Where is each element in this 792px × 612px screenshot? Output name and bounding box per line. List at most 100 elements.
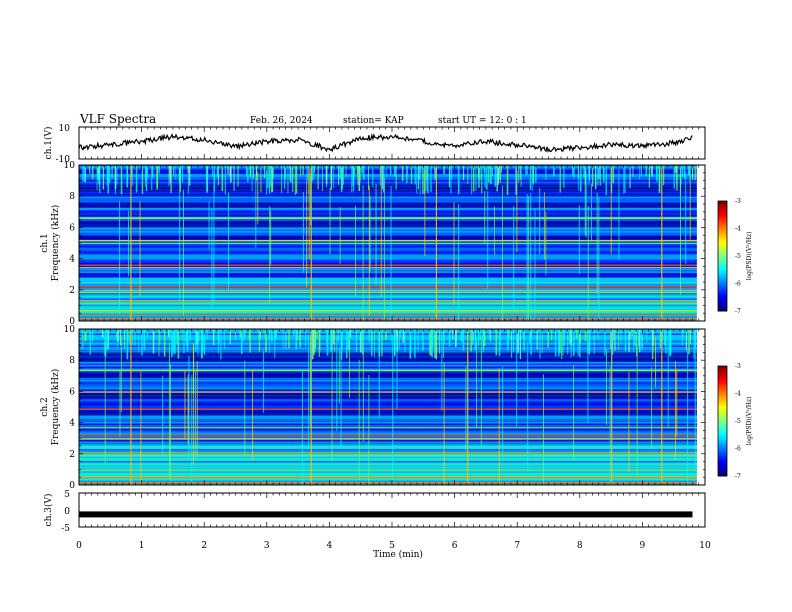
spectrogram-sferic [443, 362, 445, 485]
colorbar-step [718, 416, 727, 419]
spectrogram-sferic [211, 208, 213, 313]
spectrogram-top-noise [249, 330, 251, 353]
spectrogram-top-noise [299, 330, 302, 348]
spectrogram-top-noise [305, 330, 307, 348]
spectrogram-top-noise [561, 330, 563, 359]
spectrogram-top-noise [588, 166, 590, 186]
spectrogram-top-noise [426, 166, 428, 181]
spectrogram-sferic [228, 192, 230, 291]
colorbar-step [718, 384, 727, 387]
spectrogram-top-noise [477, 166, 480, 178]
spectrogram-row [79, 461, 705, 463]
colorbar-step [718, 231, 727, 234]
spectrogram-row [79, 258, 705, 260]
colorbar-step [718, 291, 727, 294]
colorbar-step [718, 468, 727, 471]
spectrogram-sferic [358, 359, 360, 481]
spectrogram-row [79, 276, 705, 278]
spectrogram-top-noise [132, 330, 133, 345]
spectrogram-row [79, 282, 705, 284]
spectrogram-sferic [270, 210, 272, 265]
spectrogram-top-noise [159, 330, 161, 345]
spectrogram-sferic [329, 187, 331, 255]
spectrogram-sferic [378, 332, 380, 418]
spectrogram-row [79, 477, 705, 480]
spectrogram-top-noise [351, 166, 353, 193]
spectrogram-sferic [128, 210, 129, 277]
spectrogram-top-noise [168, 166, 170, 186]
spectrogram-row [79, 365, 705, 367]
spectrogram-emission-line [79, 314, 705, 316]
spectrogram-sferic [530, 192, 532, 321]
spectrogram-top-noise [120, 166, 123, 195]
spectrogram-row [79, 244, 705, 247]
spectrogram-row [79, 195, 705, 197]
spectrogram-sferic [655, 337, 657, 388]
colorbar-step [718, 265, 727, 268]
spectrogram-top-noise [247, 166, 249, 182]
spectrogram-row [79, 467, 705, 469]
spectrogram-sferic [263, 349, 265, 413]
spectrogram-row [79, 333, 705, 336]
spectrogram-top-noise [579, 330, 582, 344]
spectrogram-top-noise [284, 166, 286, 189]
spectrogram-sferic [140, 371, 142, 485]
colorbar-step [718, 203, 727, 206]
spectrogram-top-noise [126, 330, 129, 360]
spectrogram-top-noise [85, 166, 87, 183]
spectrogram-top-noise [545, 166, 547, 180]
colorbar-step [718, 428, 727, 431]
spectrogram-top-noise [258, 330, 261, 352]
spectrogram-top-noise [268, 330, 270, 354]
colorbar-step [718, 460, 727, 463]
spectrogram-top-noise [612, 330, 614, 355]
colorbar-step [718, 251, 727, 254]
spectrogram-sferic [453, 202, 455, 306]
spectrogram-dark-band [79, 392, 705, 400]
time-tick-label: 4 [327, 541, 333, 551]
spectrogram-row [79, 479, 705, 481]
spectrogram-sferic [516, 166, 518, 253]
spectrogram-top-noise [361, 330, 363, 355]
spectrogram-row [79, 387, 705, 390]
colorbar-step [718, 229, 727, 232]
spectrogram-top-noise [579, 330, 581, 358]
spectrogram-top-noise [418, 166, 420, 180]
ch1-cbar-tick: -4 [735, 226, 741, 233]
spectrogram-top-noise [483, 330, 485, 351]
colorbar-step [718, 386, 727, 389]
spectrogram-top-noise [414, 166, 416, 185]
spectrogram-row [79, 443, 705, 445]
spectrogram-top-noise [109, 166, 111, 183]
spectrogram-emission-line [79, 286, 705, 288]
spectrogram-top-noise [572, 330, 575, 356]
spectrogram-row [79, 338, 705, 340]
spectrogram-row [79, 265, 705, 268]
colorbar-step [718, 448, 727, 451]
ch1-spec-ytick: 10 [64, 161, 76, 171]
colorbar-step [718, 225, 727, 228]
spectrogram-top-noise [519, 330, 521, 360]
colorbar-step [718, 233, 727, 236]
ch1-colorbar-ticks: -3 -4 -5 -6 -7 [735, 198, 741, 315]
spectrogram-top-noise [249, 166, 251, 178]
spectrogram-top-noise [270, 166, 271, 188]
spectrogram-top-noise [495, 330, 498, 356]
spectrogram-sferic [476, 338, 478, 428]
spectrogram-sferic [375, 183, 377, 286]
spectrogram-top-noise [522, 330, 524, 339]
spectrogram-top-noise [656, 166, 658, 180]
spectrogram-row [79, 171, 705, 173]
spectrogram-top-noise [512, 330, 514, 353]
spectrogram-top-noise [141, 330, 143, 356]
spectrogram-top-noise [218, 330, 219, 354]
spectrogram-row [79, 420, 705, 423]
spectrogram-top-noise [111, 166, 113, 179]
spectrogram-top-noise [299, 166, 301, 177]
spectrogram-top-noise [694, 166, 696, 181]
spectrogram-top-noise [229, 166, 232, 183]
spectrogram-top-noise [334, 330, 335, 352]
spectrogram-top-noise [474, 330, 477, 351]
ch2-spec-ytick-labels: 0 2 4 6 8 10 [64, 325, 76, 491]
